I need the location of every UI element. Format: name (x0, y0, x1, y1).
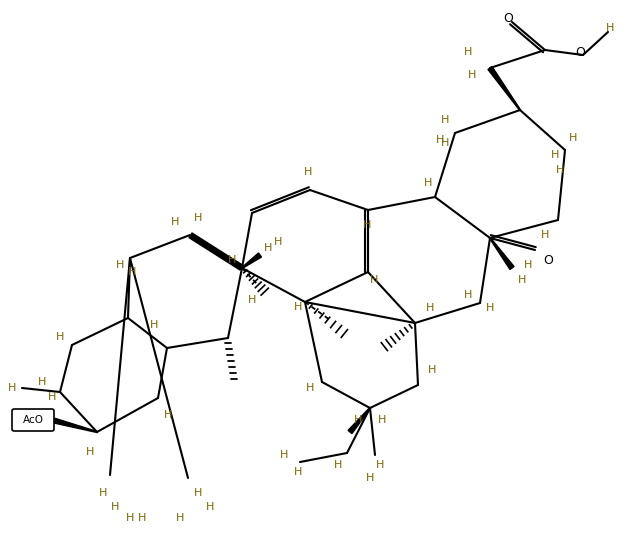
Text: H: H (334, 460, 342, 470)
Text: H: H (194, 213, 202, 223)
Text: H: H (228, 255, 236, 265)
Text: H: H (370, 275, 378, 285)
Text: H: H (86, 447, 94, 457)
Text: H: H (464, 290, 472, 300)
Text: H: H (306, 383, 314, 393)
Text: H: H (464, 47, 472, 57)
Text: AcO: AcO (23, 415, 43, 425)
Text: H: H (376, 460, 384, 470)
Text: H: H (569, 133, 577, 143)
Text: H: H (556, 165, 564, 175)
Text: H: H (551, 150, 559, 160)
Text: H: H (486, 303, 494, 313)
Text: H: H (541, 230, 549, 240)
Polygon shape (490, 238, 514, 270)
Text: H: H (264, 243, 272, 253)
Text: H: H (426, 303, 434, 313)
Text: H: H (126, 513, 134, 523)
Text: H: H (248, 295, 256, 305)
Text: H: H (111, 502, 119, 512)
Text: H: H (294, 302, 302, 312)
Text: H: H (128, 267, 136, 277)
Text: H: H (304, 167, 312, 177)
Text: H: H (518, 275, 526, 285)
Text: H: H (280, 450, 288, 460)
Polygon shape (348, 408, 370, 434)
Text: H: H (378, 415, 386, 425)
Text: H: H (164, 410, 172, 420)
Text: H: H (116, 260, 124, 270)
Polygon shape (52, 417, 97, 432)
Text: O: O (543, 253, 553, 267)
Text: H: H (138, 513, 146, 523)
Text: H: H (176, 513, 184, 523)
Text: H: H (524, 260, 532, 270)
Text: H: H (8, 383, 16, 393)
Text: H: H (274, 237, 282, 247)
Text: H: H (194, 488, 202, 498)
Text: H: H (424, 178, 432, 188)
Text: O: O (503, 12, 513, 25)
Text: H: H (354, 415, 362, 425)
Text: H: H (441, 115, 449, 125)
Polygon shape (488, 66, 520, 110)
Text: H: H (171, 217, 179, 227)
Text: H: H (468, 70, 476, 80)
Text: O: O (575, 46, 585, 59)
Polygon shape (242, 253, 261, 268)
Text: H: H (206, 502, 214, 512)
Text: H: H (99, 488, 107, 498)
Text: H: H (436, 135, 444, 145)
Text: H: H (38, 377, 46, 387)
Text: H: H (363, 220, 371, 230)
Text: H: H (441, 138, 449, 148)
Text: H: H (366, 473, 374, 483)
Text: H: H (606, 23, 614, 33)
Text: H: H (428, 365, 436, 375)
FancyBboxPatch shape (12, 409, 54, 431)
Text: H: H (56, 332, 64, 342)
Text: H: H (294, 467, 302, 477)
Text: H: H (48, 392, 56, 402)
Text: H: H (150, 320, 158, 330)
